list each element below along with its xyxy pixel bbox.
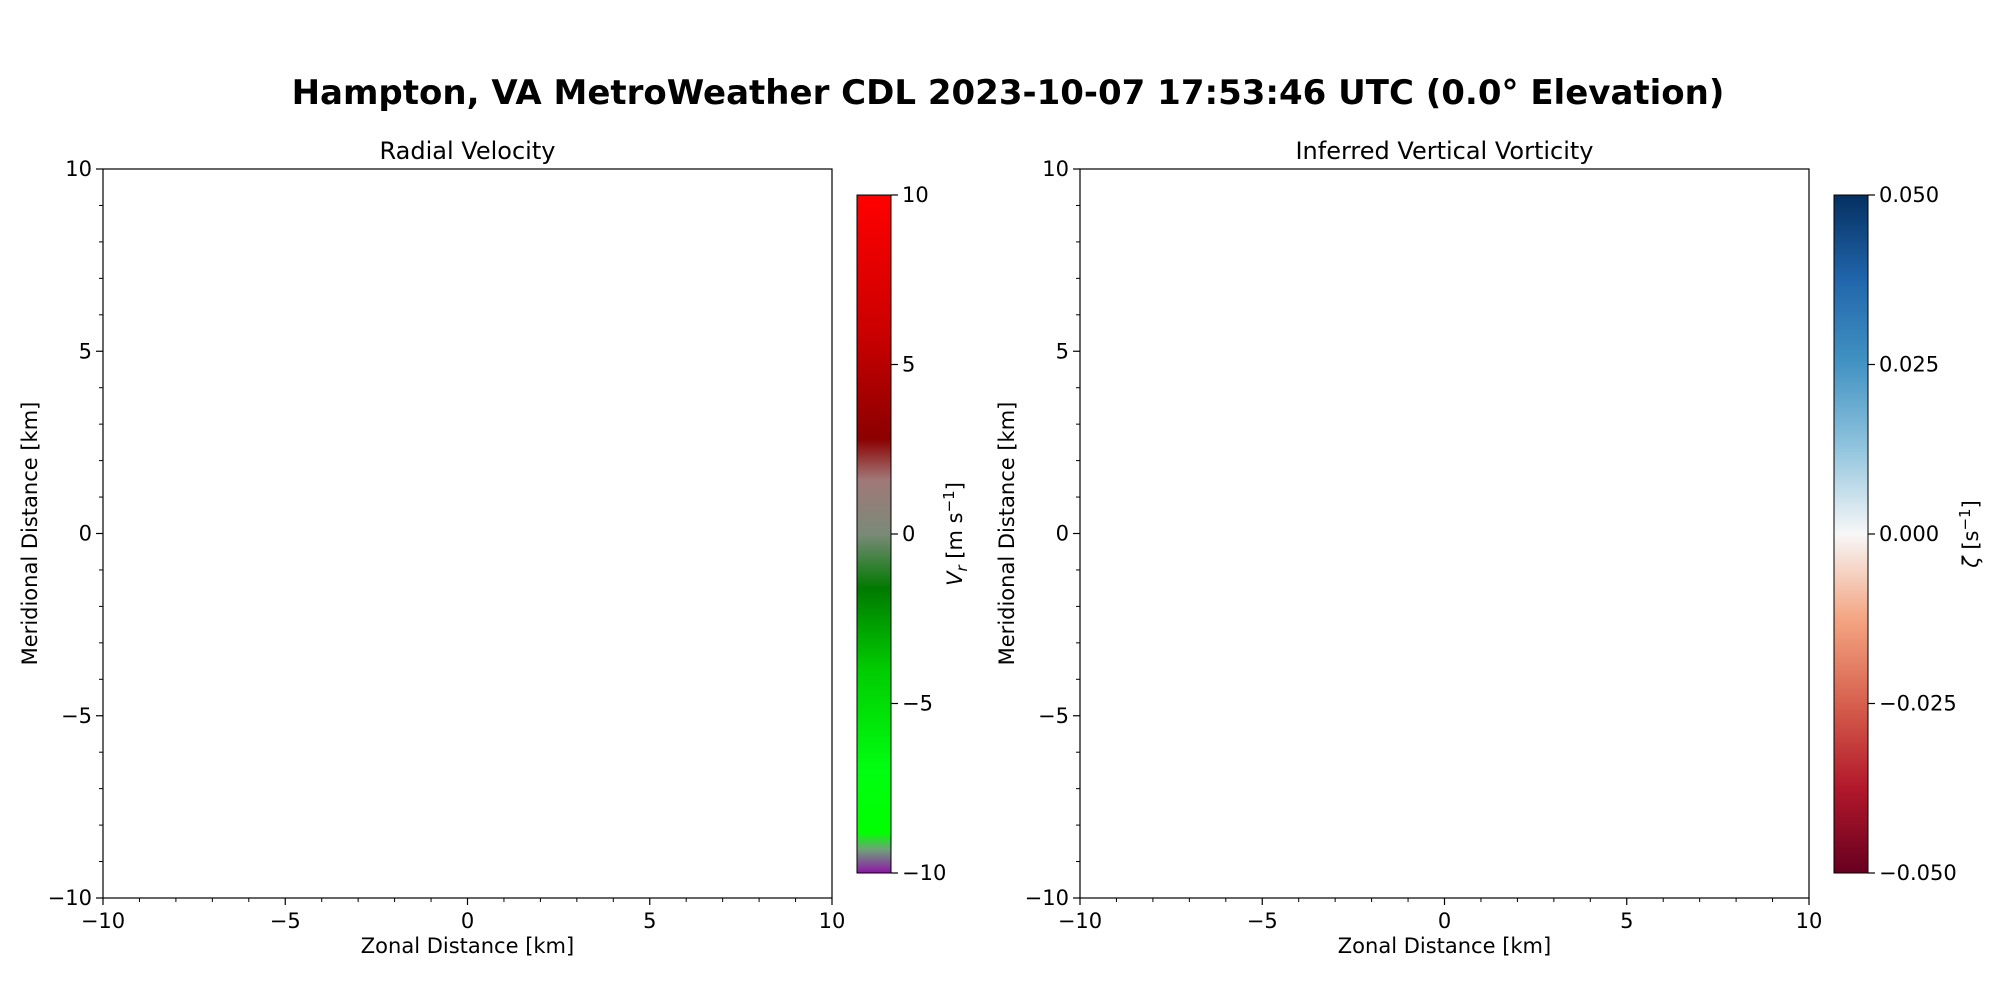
colorbar-tick-label: 0 [902, 522, 915, 546]
x-tick-label: 5 [1620, 909, 1633, 933]
y-tick-label: 0 [1056, 522, 1069, 546]
colorbar-tick-label: −5 [902, 692, 933, 716]
x-axis-label: Zonal Distance [km] [1338, 934, 1551, 958]
x-tick-label: 10 [819, 909, 846, 933]
x-axis-label: Zonal Distance [km] [361, 934, 574, 958]
colorbar-tick-label: 10 [902, 183, 929, 207]
panel-1: Radial Velocity −10 −5 0 5 10 −10 −5 0 5 10 Zonal D… [18, 137, 971, 958]
axes-title: Radial Velocity [380, 137, 556, 165]
plot-area [102, 168, 833, 899]
x-tick-label: −5 [270, 909, 301, 933]
axes-title: Inferred Vertical Vorticity [1295, 137, 1593, 165]
panel-2: Inferred Vertical Vorticity −10 −5 0 5 10 −10 −… [995, 137, 1983, 958]
x-tick-label: −10 [1058, 909, 1102, 933]
colorbar-tick-label: −0.025 [1879, 692, 1957, 716]
colorbar [1833, 194, 1869, 874]
x-tick-label: 0 [1438, 909, 1451, 933]
colorbar-tick-label: 0.050 [1879, 183, 1939, 207]
y-tick-label: 5 [79, 339, 92, 363]
y-tick-label: −5 [61, 704, 92, 728]
y-tick-label: −10 [1025, 886, 1069, 910]
colorbar-tick-label: 0.000 [1879, 522, 1939, 546]
x-tick-label: 0 [461, 909, 474, 933]
y-tick-label: 5 [1056, 339, 1069, 363]
y-tick-label: 0 [79, 522, 92, 546]
y-tick-label: −5 [1038, 704, 1069, 728]
colorbar [856, 194, 892, 874]
x-tick-label: −10 [81, 909, 125, 933]
figure-title: Hampton, VA MetroWeather CDL 2023-10-07 … [292, 73, 1725, 113]
colorbar-label: ζ [s−1] [1956, 500, 1983, 569]
colorbar-label: Vr [m s−1] [940, 482, 971, 586]
y-tick-label: 10 [65, 157, 92, 181]
y-axis-label: Meridional Distance [km] [995, 402, 1019, 666]
y-tick-label: 10 [1042, 157, 1069, 181]
x-tick-label: −5 [1247, 909, 1278, 933]
colorbar-tick-label: −10 [902, 861, 946, 885]
colorbar-tick-label: 5 [902, 353, 915, 377]
panels: Radial Velocity −10 −5 0 5 10 −10 −5 0 5 10 Zonal D… [18, 137, 1983, 958]
colorbar-tick-label: 0.025 [1879, 353, 1939, 377]
x-tick-label: 10 [1796, 909, 1823, 933]
x-tick-label: 5 [643, 909, 656, 933]
colorbar-tick-label: −0.050 [1879, 861, 1957, 885]
plot-area [1079, 168, 1810, 899]
y-axis-label: Meridional Distance [km] [18, 402, 42, 666]
y-tick-label: −10 [48, 886, 92, 910]
